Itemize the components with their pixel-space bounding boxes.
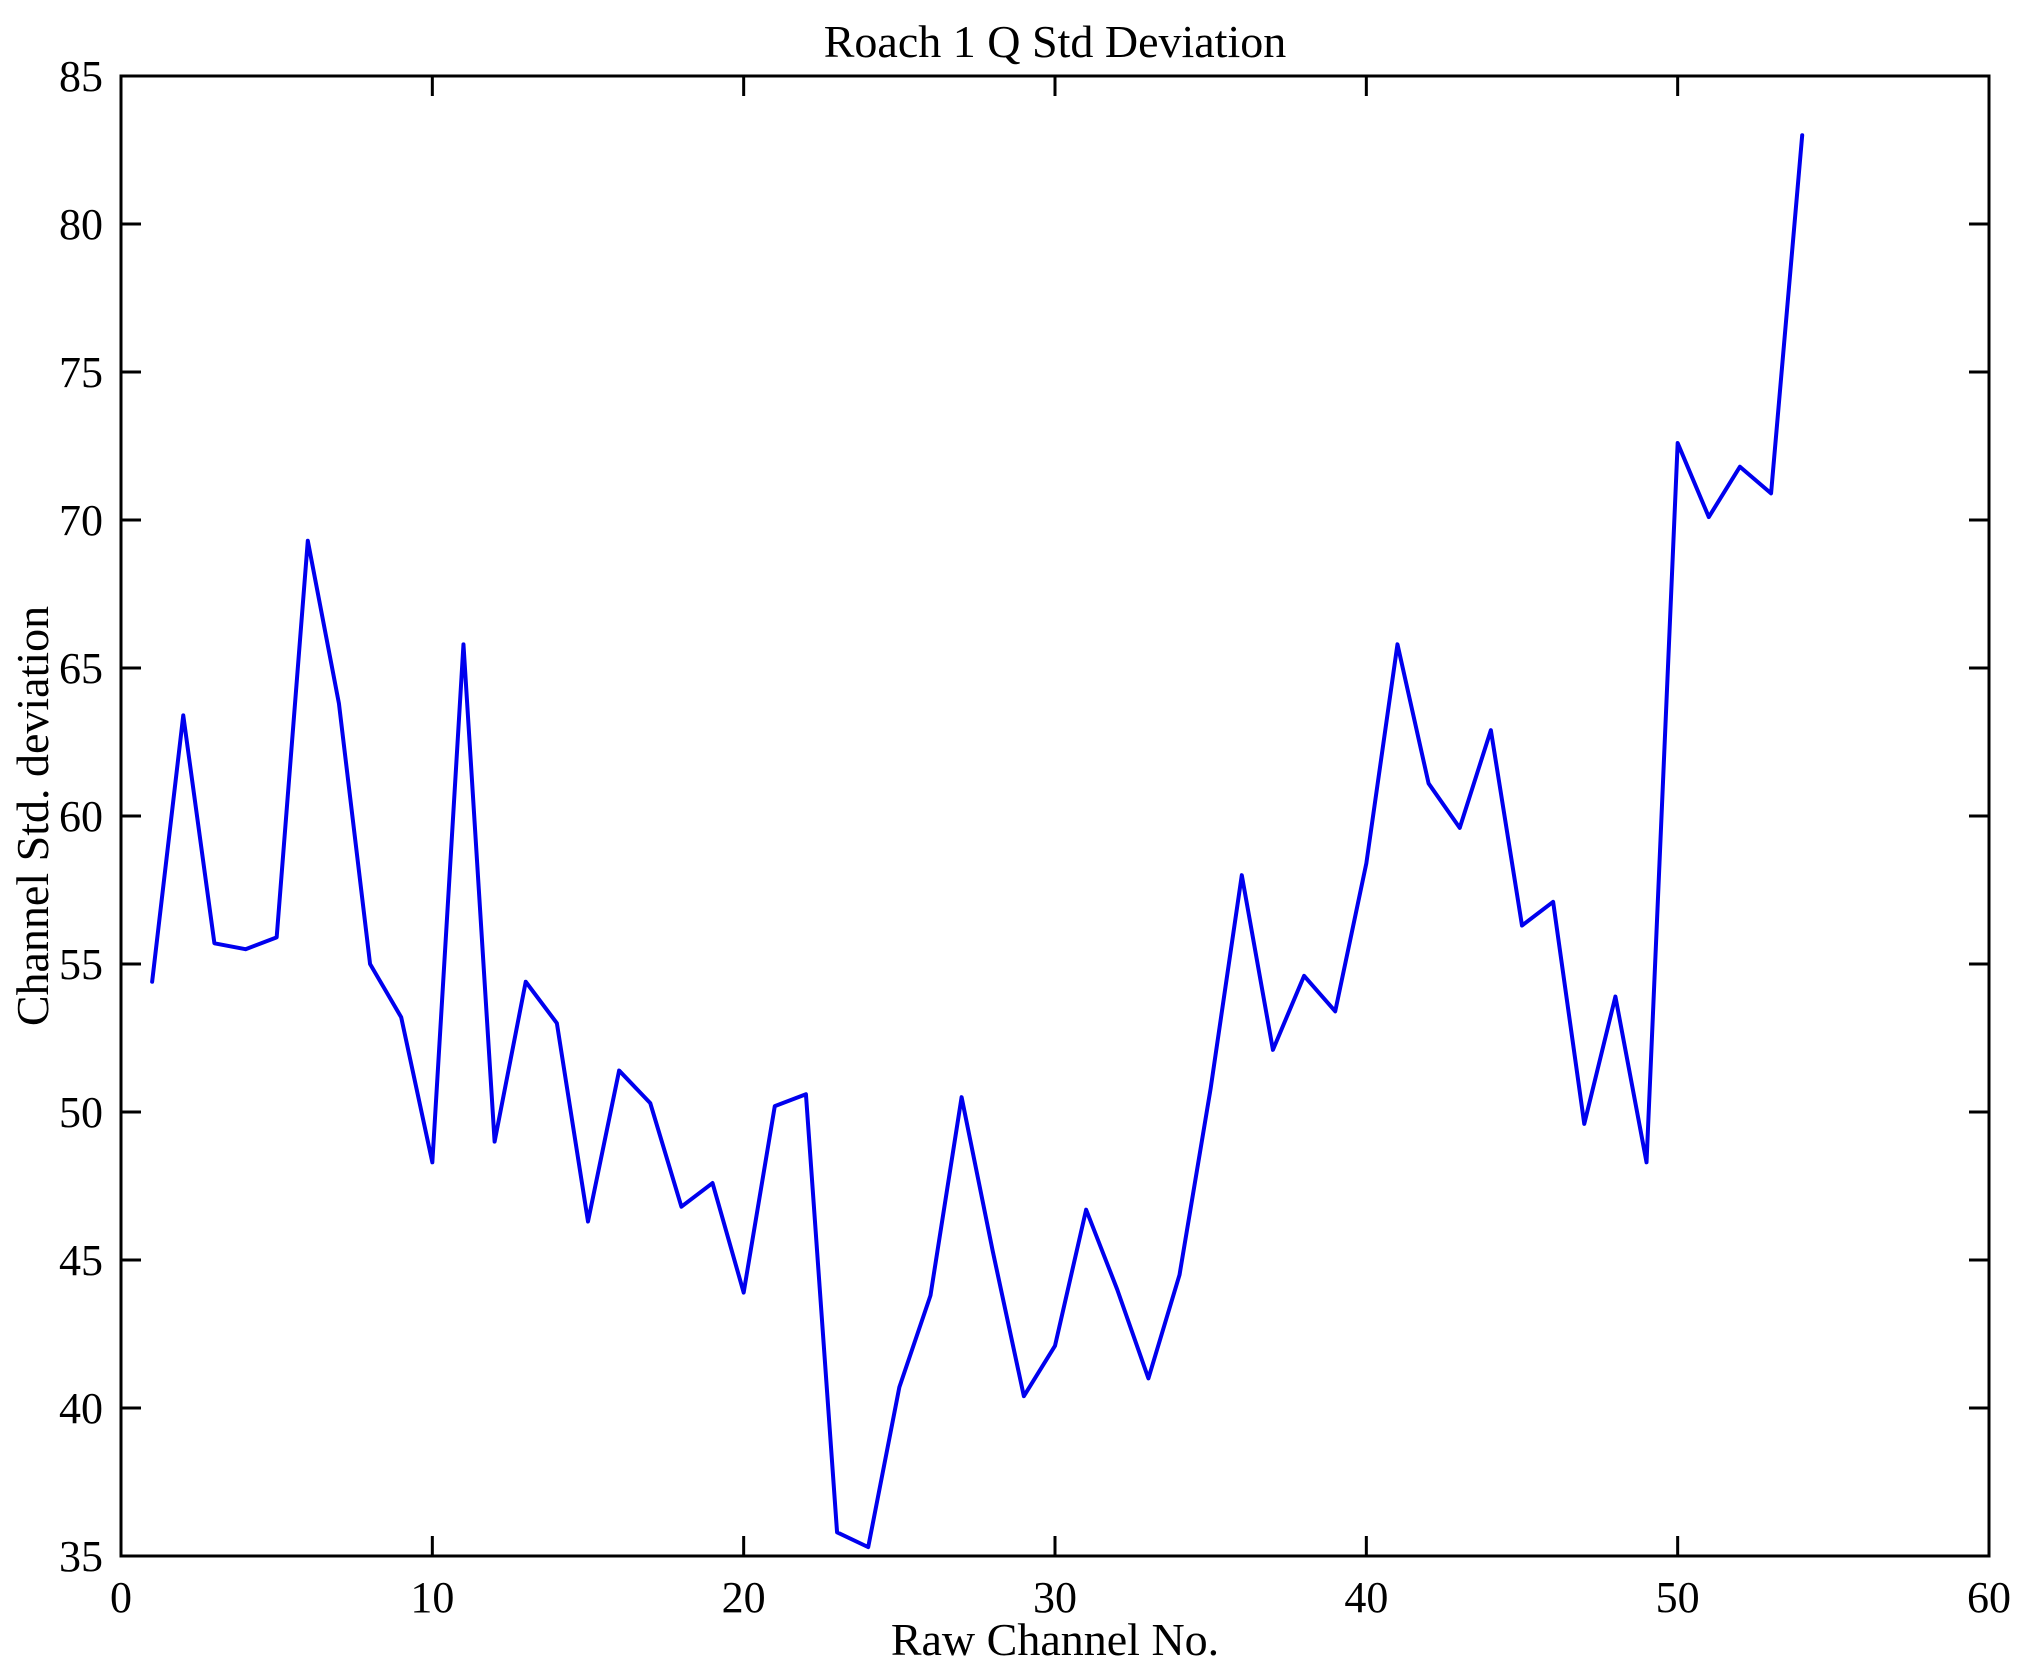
y-tick-label: 70 xyxy=(59,496,103,545)
x-tick-label: 30 xyxy=(1033,1573,1077,1622)
y-tick-label: 65 xyxy=(59,644,103,693)
x-tick-label: 60 xyxy=(1967,1573,2011,1622)
axes-box xyxy=(119,74,1991,1558)
y-tick-label: 50 xyxy=(59,1088,103,1137)
y-tick-label: 40 xyxy=(59,1384,103,1433)
x-tick-label: 20 xyxy=(722,1573,766,1622)
y-tick-label: 55 xyxy=(59,940,103,989)
y-tick-label: 75 xyxy=(59,348,103,397)
y-tick-label: 80 xyxy=(59,200,103,249)
x-tick-label: 40 xyxy=(1344,1573,1388,1622)
x-tick-label: 0 xyxy=(110,1573,132,1622)
y-tick-label: 35 xyxy=(59,1532,103,1581)
y-tick-label: 60 xyxy=(59,792,103,841)
x-tick-label: 10 xyxy=(410,1573,454,1622)
y-tick-label: 45 xyxy=(59,1236,103,1285)
plot-area: 0 10 20 30 40 50 60 35 40 45 50 55 60 65 70 75 80 85 xyxy=(59,52,2011,1622)
chart-title: Roach 1 Q Std Deviation xyxy=(824,16,1287,67)
y-tick-label: 85 xyxy=(59,52,103,101)
x-tick-label: 50 xyxy=(1656,1573,1700,1622)
y-axis-label: Channel Std. deviation xyxy=(7,606,58,1026)
data-series-line xyxy=(150,133,1805,1550)
x-axis-label: Raw Channel No. xyxy=(891,1614,1219,1665)
